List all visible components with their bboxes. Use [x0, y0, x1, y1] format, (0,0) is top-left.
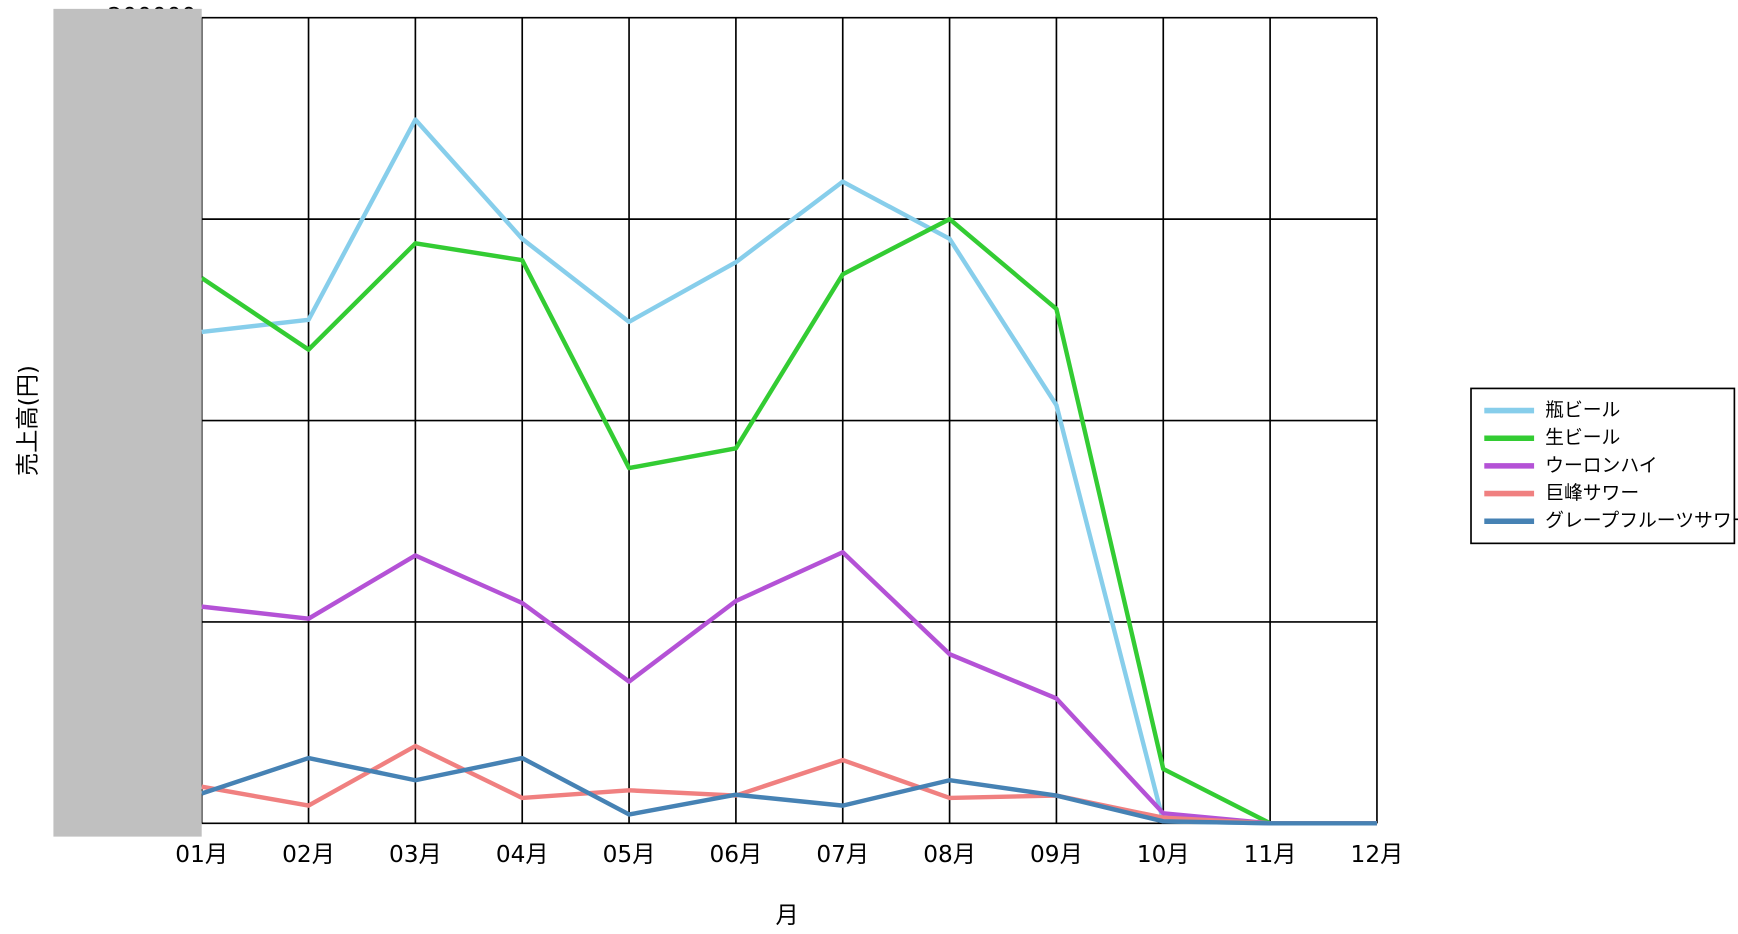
x-tick-label: 03月	[389, 841, 442, 868]
x-tick-label: 12月	[1351, 841, 1404, 868]
legend-label: 瓶ビール	[1545, 399, 1620, 421]
x-tick-label: 04月	[496, 841, 549, 868]
x-tick-label: 08月	[923, 841, 976, 868]
data-line	[200, 216, 1377, 826]
x-tick-label: 09月	[1030, 841, 1083, 868]
data-line	[201, 117, 1377, 826]
legend-label: 生ビール	[1545, 427, 1620, 449]
legend-label: ウーロンハイ	[1545, 455, 1657, 476]
x-tick-label: 06月	[710, 841, 763, 868]
legend-label: 巨峰サワー	[1545, 482, 1639, 504]
x-tick-label: 02月	[282, 841, 335, 868]
x-tick-label: 01月	[175, 841, 228, 868]
legend-label: グレープフルーツサワー	[1545, 510, 1738, 532]
y-axis-label: 売上高(円)	[15, 365, 42, 476]
x-tick-label: 05月	[603, 841, 656, 868]
x-axis-label: 月	[775, 902, 798, 929]
x-tick-label: 11月	[1244, 841, 1297, 868]
data-line	[201, 550, 1377, 826]
data-line	[201, 743, 1377, 826]
data-line	[201, 755, 1377, 826]
x-tick-label: 07月	[816, 841, 869, 868]
x-tick-label: 10月	[1137, 841, 1190, 868]
axis-cover	[53, 8, 202, 837]
